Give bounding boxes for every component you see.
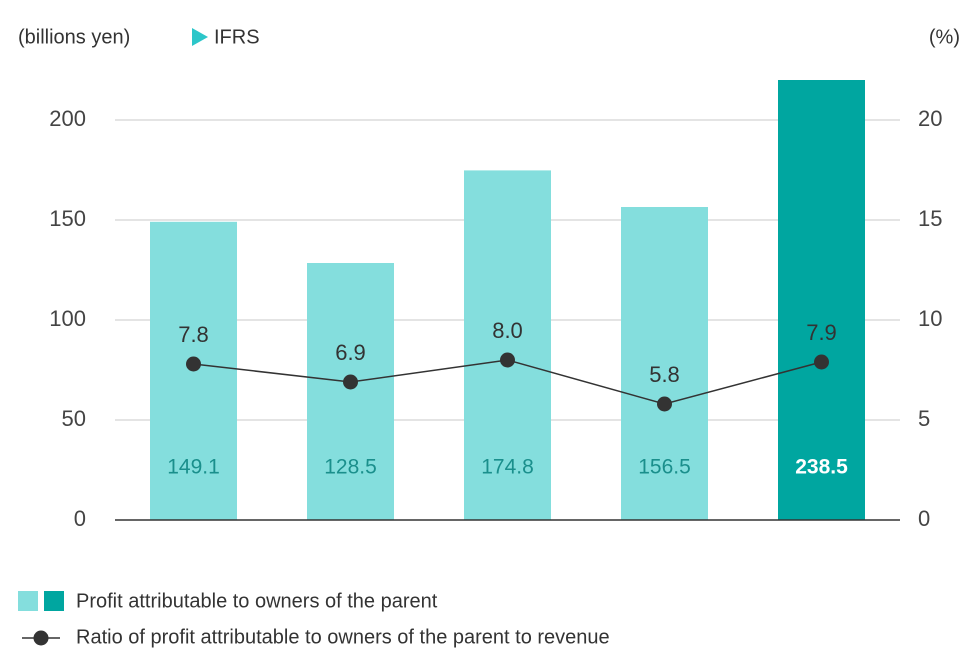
legend-label: Profit attributable to owners of the par… [76, 590, 438, 612]
y2-tick-label: 15 [918, 206, 942, 231]
bar [778, 80, 865, 520]
legend-swatch [44, 591, 64, 611]
bar-value-label: 156.5 [638, 456, 691, 479]
bar-value-label: 149.1 [167, 456, 220, 479]
y2-tick-label: 5 [918, 406, 930, 431]
bar-value-label: 128.5 [324, 456, 377, 479]
line-point [657, 396, 672, 412]
bar-value-label: 238.5 [795, 456, 848, 479]
bar [621, 207, 708, 520]
bar [307, 263, 394, 520]
bar-value-label: 174.8 [481, 456, 534, 479]
line-value-label: 8.0 [492, 318, 523, 343]
legend-label: Ratio of profit attributable to owners o… [76, 626, 610, 648]
bar [464, 170, 551, 520]
line-value-label: 5.8 [649, 362, 680, 387]
line-point [500, 352, 515, 368]
legend-marker [33, 630, 49, 646]
y-tick-label: 150 [49, 206, 86, 231]
line-value-label: 7.9 [806, 320, 837, 345]
y-unit-label: (billions yen) [18, 26, 130, 48]
y2-tick-label: 0 [918, 506, 930, 531]
line-value-label: 7.8 [178, 322, 209, 347]
legend-swatch [18, 591, 38, 611]
badge-icon [192, 28, 208, 46]
badge: IFRS [214, 26, 260, 48]
line-value-label: 6.9 [335, 340, 366, 365]
y2-unit-label: (%) [929, 26, 960, 48]
overlay: 149.1 128.5 174.8 156.5 238.5 7.8 6.9 8.0 5.8 7.9… [18, 318, 900, 648]
line-point [343, 374, 358, 390]
y-tick-label: 200 [49, 106, 86, 131]
y2-tick-label: 20 [918, 106, 942, 131]
line-point [186, 356, 201, 372]
bars [150, 80, 865, 521]
y-tick-label: 100 [49, 306, 86, 331]
y2-tick-label: 10 [918, 306, 942, 331]
y-tick-label: 50 [62, 406, 86, 431]
y-tick-label: 0 [74, 506, 86, 531]
line-point [814, 354, 829, 370]
